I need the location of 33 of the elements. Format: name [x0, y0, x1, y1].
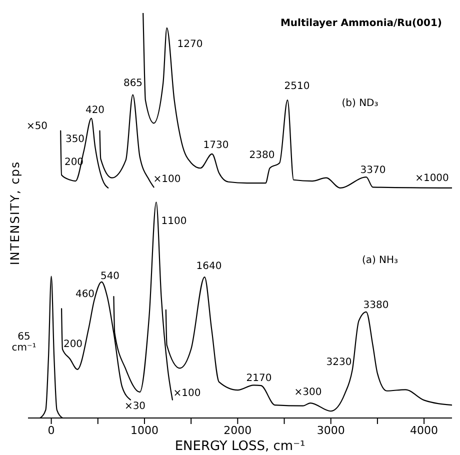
- x-tick-label: 0: [48, 424, 55, 437]
- annotation: 865: [123, 78, 143, 88]
- annotation: ×50: [26, 120, 48, 132]
- x-tick-label: 3000: [316, 424, 345, 437]
- text: Multilayer Ammonia/Ru(001): [280, 18, 442, 29]
- annotation: 200: [63, 338, 83, 350]
- annotation: ×100: [153, 174, 181, 184]
- annotation: 2380: [249, 150, 275, 160]
- annotation: 1270: [177, 38, 203, 50]
- annotation: ×1000: [415, 172, 449, 184]
- annotation: 3380: [363, 300, 389, 310]
- annotation: 1730: [203, 140, 229, 150]
- annotation: ×100: [173, 388, 201, 398]
- annotation: 2510: [284, 80, 310, 92]
- annotation: 350: [65, 134, 85, 144]
- x-tick-label: 4000: [410, 424, 438, 437]
- annotation: 1100: [161, 216, 187, 226]
- annotation: 3370: [360, 164, 386, 176]
- annotation: 1640: [196, 260, 222, 272]
- annotation: ×300: [294, 386, 322, 398]
- annotation: 65 cm⁻¹: [12, 331, 36, 353]
- annotation: ×30: [124, 400, 146, 412]
- annotation: 2170: [246, 372, 272, 384]
- x-axis-title: ENERGY LOSS, cm⁻¹: [174, 439, 306, 454]
- annotation: 3230: [326, 356, 352, 368]
- annotation: 420: [85, 104, 105, 116]
- annotation: 460: [75, 288, 95, 300]
- annotation: (b) ND₃: [342, 98, 378, 108]
- y-axis-title: INTENSITY, cps: [8, 160, 22, 266]
- annotation: (a) NH₃: [362, 254, 398, 266]
- x-tick-label: 1000: [130, 424, 158, 437]
- annotation: 540: [100, 270, 120, 282]
- x-tick-label: 2000: [224, 424, 252, 437]
